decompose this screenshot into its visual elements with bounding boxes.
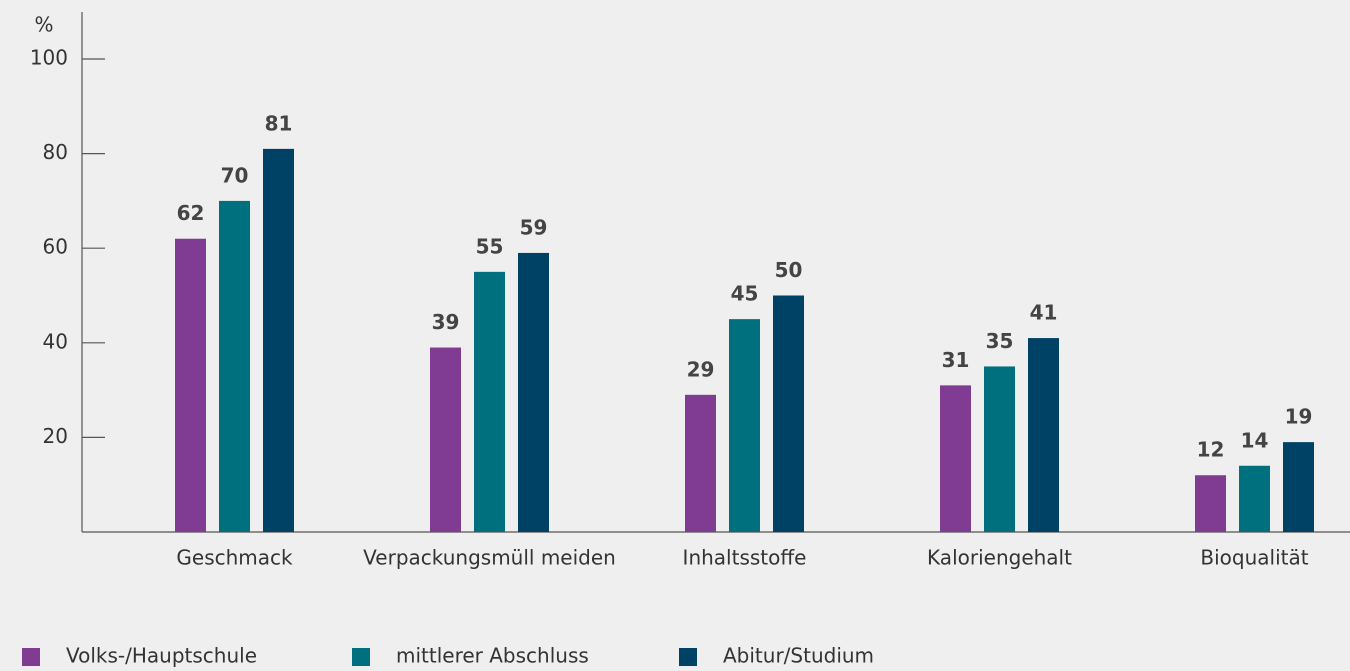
bar — [729, 319, 760, 532]
value-label: 14 — [1241, 428, 1269, 452]
bar — [175, 238, 206, 533]
bar — [1195, 475, 1226, 532]
bar — [1028, 338, 1059, 532]
bar — [430, 347, 461, 532]
y-tick-label: 80 — [43, 140, 68, 164]
x-tick-label: Inhaltsstoffe — [683, 546, 807, 570]
bar — [685, 394, 716, 532]
value-label: 12 — [1197, 438, 1225, 462]
legend-label: Volks-/Hauptschule — [66, 644, 257, 668]
value-label: 19 — [1285, 405, 1313, 429]
x-tick-label: Verpackungsmüll meiden — [363, 546, 616, 570]
bar — [984, 366, 1015, 532]
value-label: 39 — [432, 310, 460, 334]
y-tick-label: 40 — [43, 329, 68, 353]
x-tick-label: Bioqualität — [1200, 546, 1308, 570]
value-label: 50 — [775, 258, 803, 282]
value-label: 41 — [1030, 301, 1058, 325]
value-label: 31 — [942, 348, 970, 372]
legend-label: Abitur/Studium — [723, 644, 874, 668]
bar — [940, 385, 971, 532]
y-axis-label: % — [34, 13, 53, 37]
legend-swatch — [22, 648, 40, 666]
value-label: 55 — [476, 234, 504, 258]
bar — [219, 200, 250, 532]
x-tick-label: Kaloriengehalt — [927, 546, 1072, 570]
legend-swatch — [679, 648, 697, 666]
legend-swatch — [352, 648, 370, 666]
value-label: 59 — [520, 215, 548, 239]
value-label: 81 — [265, 111, 293, 135]
bar — [773, 295, 804, 532]
bar — [1283, 442, 1314, 532]
value-label: 35 — [986, 329, 1014, 353]
value-label: 62 — [177, 201, 205, 225]
y-tick-label: 100 — [30, 46, 68, 70]
y-tick-label: 20 — [43, 424, 68, 448]
value-label: 45 — [731, 282, 759, 306]
x-tick-label: Geschmack — [176, 546, 293, 570]
value-label: 29 — [687, 357, 715, 381]
bar — [518, 252, 549, 532]
y-tick-label: 60 — [43, 235, 68, 259]
bar — [263, 148, 294, 532]
bar — [1239, 465, 1270, 532]
bar — [474, 271, 505, 532]
value-label: 70 — [221, 163, 249, 187]
legend-label: mittlerer Abschluss — [396, 644, 589, 668]
